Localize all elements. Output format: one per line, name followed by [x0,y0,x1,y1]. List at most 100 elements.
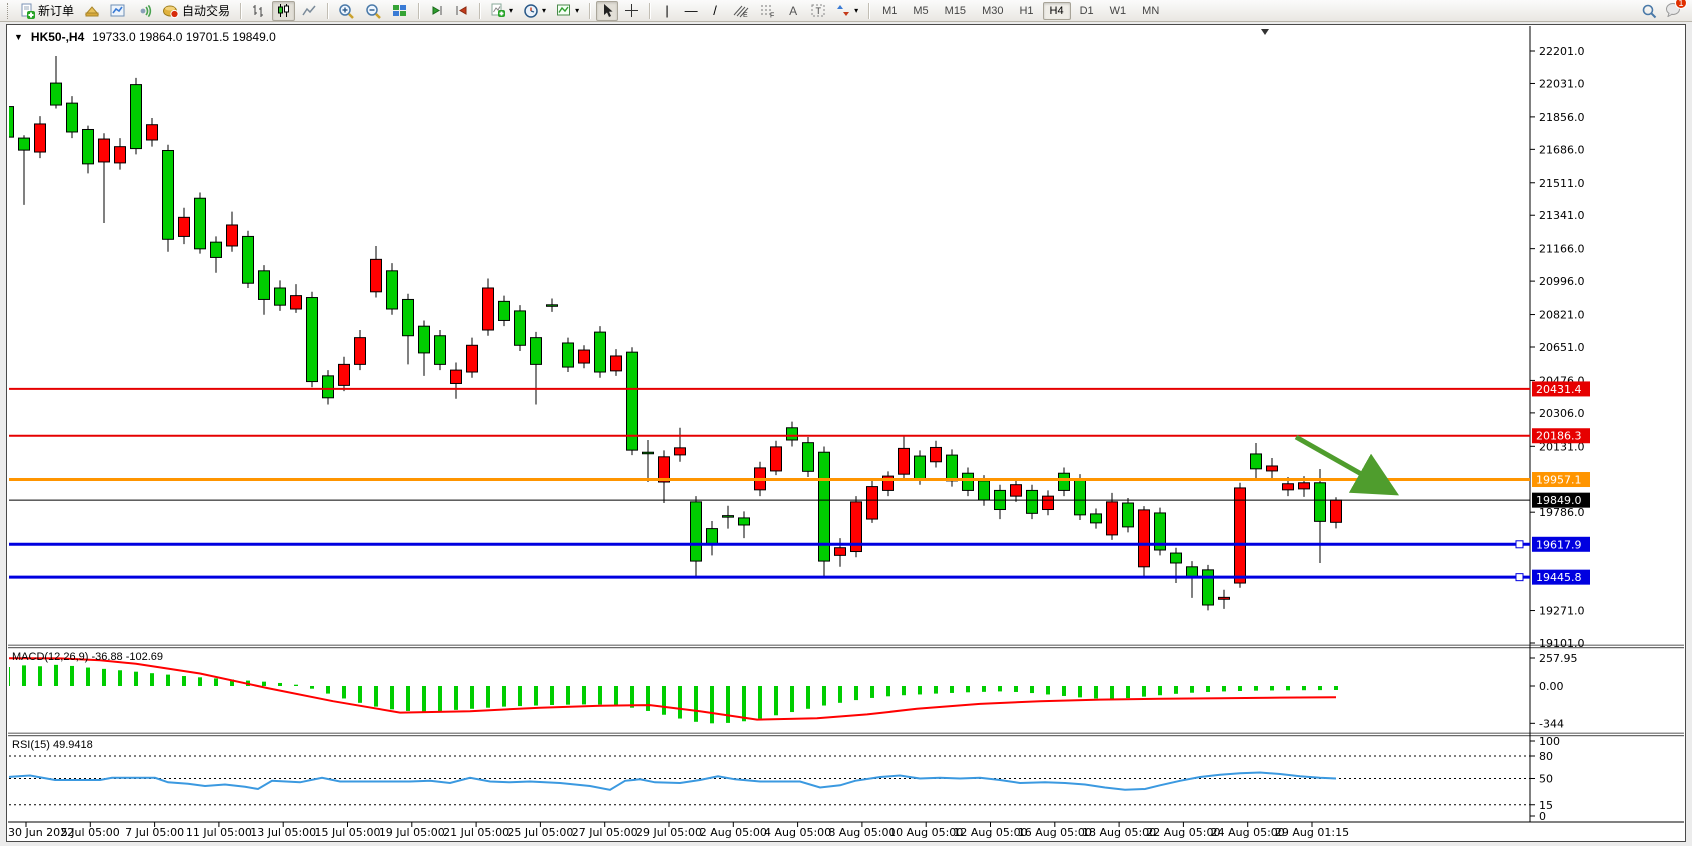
chart-shift-icon [456,6,467,15]
candle-body [418,325,430,354]
timeframe-MN[interactable]: MN [1142,4,1160,17]
horizontal-line-button[interactable]: — [680,1,702,21]
timeframe-W1[interactable]: W1 [1109,4,1127,17]
rsi-name: RSI(15) [12,739,50,751]
new-order-label: 新订单 [38,4,75,18]
time-label: 5 Jul 05:00 [61,826,120,839]
toolbar-grip[interactable] [7,2,10,19]
candle-body [130,84,142,150]
candle-body [738,517,750,526]
time-label: 13 Jul 05:00 [250,826,316,839]
candle-body [1234,487,1246,584]
auto-scroll-button[interactable] [425,1,448,21]
vertical-line-button[interactable]: | [656,1,678,21]
svg-text:19101.0: 19101.0 [1539,637,1585,650]
timeframe-M1[interactable]: M1 [882,4,898,17]
time-label: 27 Jul 05:00 [572,826,638,839]
equidistant-channel-button[interactable]: E [728,1,753,21]
candle-body [34,123,46,153]
zoom-out-button[interactable] [361,1,386,21]
time-label: 19 Jul 05:00 [379,826,445,839]
fibonacci-button[interactable]: F [755,1,780,21]
toolbar-separator [479,2,481,19]
candle-body [9,106,14,138]
annotation-arrow[interactable] [1294,434,1400,496]
periods-button[interactable]: ▾ [519,1,550,21]
candle-body [850,501,862,553]
timeframe-H1[interactable]: H1 [1019,4,1034,17]
time-label: 8 Aug 05:00 [828,826,895,839]
auto-trading-button[interactable]: 自动交易 [158,1,234,21]
candle-body [466,344,478,373]
text-label-button[interactable]: T [806,1,830,21]
macd-signal-line [9,657,1337,721]
candle-body [1010,484,1022,497]
trendline-button[interactable]: / [704,1,726,21]
price-level-badge [1532,381,1590,397]
market-watch-button[interactable] [106,1,130,21]
timeframe-M5[interactable]: M5 [913,4,929,17]
candle-body [434,335,446,365]
candle-body [354,337,366,365]
vertical-line-icon: | [665,3,669,18]
notifications-button[interactable]: 1 [1665,0,1687,20]
line-chart-button[interactable] [297,1,321,21]
tile-windows-button[interactable] [388,1,412,21]
toolbar-separator [649,2,651,19]
svg-text:15: 15 [1539,799,1553,812]
svg-text:20996.0: 20996.0 [1539,275,1585,288]
text-button[interactable]: A [782,1,804,21]
new-order-button[interactable]: 新订单 [15,1,78,21]
candlestick-chart-button[interactable] [272,0,296,21]
candle-body [562,342,574,368]
crosshair-button[interactable] [620,1,643,21]
svg-text:20821.0: 20821.0 [1539,309,1585,322]
chart-shift-button[interactable] [450,1,473,21]
time-label: 18 Aug 05:00 [1082,826,1156,839]
templates-button[interactable]: ▾ [552,1,583,21]
svg-text:20306.0: 20306.0 [1539,407,1585,420]
timeframe-M15[interactable]: M15 [944,4,967,17]
profile-icon [84,5,100,16]
candle-body [18,137,30,151]
candle-body [978,480,990,501]
search-icon[interactable] [1641,3,1657,19]
dropdown-caret-icon: ▾ [575,5,580,15]
arrows-icon [837,5,850,16]
candle-body [370,258,382,293]
time-label: 4 Aug 05:00 [764,826,831,839]
trendline-icon: / [713,3,717,18]
timeframe-D1[interactable]: D1 [1079,4,1094,17]
candle-body [1154,512,1166,551]
level-handle[interactable] [1515,540,1524,549]
candle-body [594,331,606,373]
zoom-in-button[interactable] [334,1,359,21]
candles [9,55,1342,611]
level-handle[interactable] [1515,573,1524,582]
bar-chart-button[interactable] [247,1,270,21]
cursor-button[interactable] [596,0,619,21]
timeframe-M30[interactable]: M30 [982,4,1004,17]
svg-text:0.00: 0.00 [1539,680,1564,693]
arrows-button[interactable]: ▾ [832,1,862,21]
candle-body [386,270,398,310]
indicators-button[interactable]: ▾ [486,1,517,21]
candle-body [706,528,718,545]
candle-body [82,128,94,165]
chart-window[interactable] [6,24,1686,842]
svg-text:21856.0: 21856.0 [1539,111,1585,124]
time-label: 10 Aug 05:00 [889,826,963,839]
chart-shift-marker[interactable] [1261,29,1269,35]
timeframe-H4[interactable]: H4 [1042,1,1071,20]
svg-text:22031.0: 22031.0 [1539,77,1585,90]
toolbar-separator [327,2,329,19]
signals-button[interactable] [132,1,156,21]
candle-body [770,446,782,472]
time-label: 11 Jul 05:00 [186,826,252,839]
collapse-triangle-icon[interactable]: ▼ [14,32,23,42]
candle-body [1250,453,1262,470]
new-order-icon [21,3,35,19]
bar-chart-icon [253,5,264,17]
chart-profile-button[interactable] [80,1,104,21]
